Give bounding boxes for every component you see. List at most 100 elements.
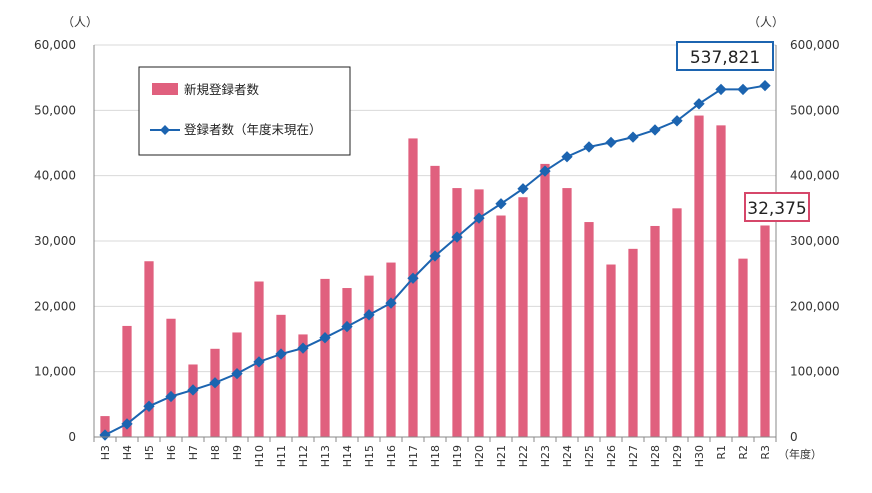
left-tick-label: 20,000 (34, 299, 76, 313)
x-tick-label: H17 (407, 445, 420, 467)
line-point (385, 297, 397, 309)
x-tick-label: H24 (561, 445, 574, 467)
line-point (737, 83, 749, 96)
right-tick-label: 400,000 (790, 169, 840, 183)
line-point (429, 250, 441, 262)
x-tick-label: H21 (495, 445, 508, 467)
x-tick-label: R2 (737, 445, 750, 460)
x-axis-unit: （年度） (778, 447, 822, 461)
x-tick-label: H10 (253, 445, 266, 467)
line-point (319, 332, 331, 344)
axes: 0 10,000 20,000 30,000 40,000 50,000 60,000 0 10… (34, 38, 840, 467)
x-tick-label: H18 (429, 445, 442, 467)
bar (298, 334, 308, 437)
bar (144, 261, 154, 437)
right-tick-label: 300,000 (790, 234, 840, 248)
x-tick-label: R1 (715, 445, 728, 460)
x-tick-label: H30 (693, 445, 706, 467)
line-point (297, 342, 309, 354)
bar (738, 258, 748, 437)
left-tick-label: 60,000 (34, 38, 76, 52)
line-point (165, 390, 177, 403)
bar (408, 138, 418, 437)
x-tick-label: H27 (627, 445, 640, 467)
right-tick-label: 0 (790, 430, 798, 444)
line-point (759, 79, 771, 92)
line-point (231, 367, 243, 380)
callout-total: 537,821 (676, 41, 774, 71)
callout-total-text: 537,821 (690, 48, 760, 68)
x-tick-label: H28 (649, 445, 662, 467)
line-point (561, 151, 573, 163)
bar (650, 225, 660, 437)
x-tick-label: H22 (517, 445, 530, 467)
line-point (187, 384, 199, 396)
legend-bar-swatch (152, 83, 178, 95)
right-axis-unit: （人） (748, 15, 784, 29)
x-tick-label: H19 (451, 445, 464, 467)
line-point (715, 83, 727, 96)
bar (276, 314, 286, 437)
callout-new-text: 32,375 (747, 199, 806, 219)
bar (452, 188, 462, 437)
x-tick-label: H20 (473, 445, 486, 467)
bar (694, 115, 704, 437)
right-tick-label: 200,000 (790, 299, 840, 313)
bar (628, 248, 638, 437)
line-point (605, 136, 617, 149)
bar (518, 197, 528, 437)
x-tick-label: H15 (363, 445, 376, 467)
bar (386, 262, 396, 437)
right-tick-label: 100,000 (790, 365, 840, 379)
line-point (495, 198, 507, 210)
bar (364, 275, 374, 437)
x-tick-label: H7 (187, 445, 200, 460)
legend-line-label: 登録者数（年度末現在） (184, 122, 322, 137)
line-point (275, 348, 287, 360)
x-tick-label: H14 (341, 445, 354, 467)
bar (716, 125, 726, 438)
bar (496, 215, 506, 437)
bar (584, 222, 594, 437)
legend-box (138, 66, 351, 156)
line-point (209, 377, 221, 389)
bar (188, 364, 198, 437)
bar (672, 208, 682, 437)
bar (474, 189, 484, 437)
bar-series (100, 115, 770, 438)
right-tick-label: 600,000 (790, 38, 840, 52)
legend-line-marker (160, 125, 170, 135)
left-tick-label: 50,000 (34, 103, 76, 117)
line-point (143, 400, 155, 412)
line-point (253, 356, 265, 368)
left-tick-label: 0 (68, 430, 76, 444)
legend: 新規登録者数 登録者数（年度末現在） (138, 66, 351, 156)
line-point (341, 320, 353, 333)
bar (342, 288, 352, 437)
left-tick-label: 30,000 (34, 234, 76, 248)
bar (210, 348, 220, 437)
line-point (473, 212, 485, 224)
legend-bar-label: 新規登録者数 (184, 82, 260, 97)
x-tick-label: H12 (297, 445, 310, 467)
left-tick-label: 40,000 (34, 169, 76, 183)
line-point (649, 124, 661, 136)
bar (606, 264, 616, 437)
right-tick-label: 500,000 (790, 103, 840, 117)
bar (320, 278, 330, 437)
bar (760, 225, 770, 437)
x-tick-label: H3 (99, 445, 112, 460)
x-tick-label: H25 (583, 445, 596, 467)
left-tick-label: 10,000 (34, 365, 76, 379)
bar (562, 188, 572, 437)
line-point (451, 231, 463, 243)
line-point (407, 272, 419, 284)
x-tick-label: H26 (605, 445, 618, 467)
x-tick-label: H16 (385, 445, 398, 467)
line-point (583, 141, 595, 153)
x-tick-label: H6 (165, 445, 178, 460)
callout-total-box (676, 41, 774, 71)
bar (232, 332, 242, 437)
line-point (627, 131, 639, 143)
